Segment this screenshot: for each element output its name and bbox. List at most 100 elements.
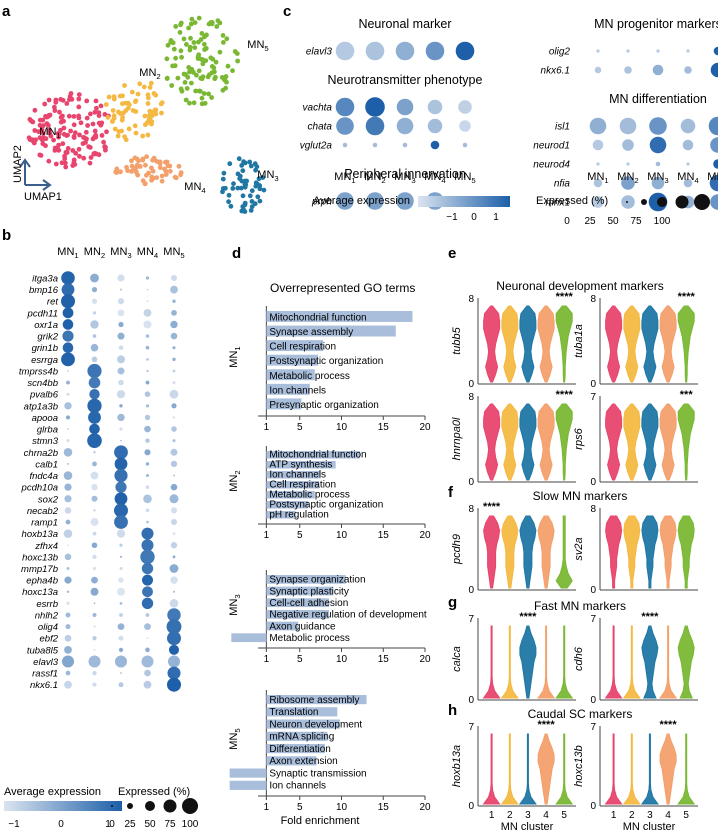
- b-dot: [117, 623, 125, 630]
- b-column-header: MN4: [137, 246, 159, 260]
- umap-point: [206, 91, 212, 97]
- umap-point: [226, 192, 232, 198]
- b-dot: [169, 389, 179, 399]
- violin-shape: [659, 305, 677, 383]
- b-dot: [119, 555, 123, 558]
- umap-point: [213, 59, 219, 65]
- umap-point: [242, 184, 248, 190]
- c-dot: [686, 49, 690, 53]
- umap-point: [184, 86, 190, 91]
- umap-point: [86, 144, 92, 150]
- umap-cluster-label: MN4: [184, 181, 206, 195]
- umap-point: [188, 35, 193, 41]
- b-dot: [167, 631, 181, 646]
- b-dot: [118, 577, 124, 583]
- f-title: Slow MN markers: [533, 489, 628, 503]
- b-column-header: MN2: [84, 246, 105, 260]
- c-dot: [710, 62, 718, 78]
- umap-point: [177, 30, 183, 35]
- umap-point: [257, 198, 263, 204]
- c-dot: [713, 46, 718, 56]
- c-dot: [402, 142, 408, 148]
- b-gene-label: nkx6.1: [30, 680, 58, 691]
- d-tick-label: 10: [336, 654, 348, 665]
- b-dot: [118, 379, 124, 386]
- panel-label-g: g: [448, 594, 457, 611]
- umap-point: [253, 167, 258, 173]
- violin-shape: [659, 403, 677, 481]
- b-dot: [167, 666, 181, 680]
- b-dot: [119, 427, 123, 431]
- d-tick-label: 20: [419, 802, 431, 813]
- d-group-label: MN5: [228, 728, 242, 749]
- umap-point: [191, 100, 197, 106]
- violin-shape: [482, 733, 501, 805]
- b-dot: [169, 644, 179, 655]
- b-dot: [90, 587, 99, 596]
- b-size-dot: [127, 803, 133, 809]
- b-dot: [145, 647, 150, 653]
- v-y0: 0: [468, 801, 474, 812]
- umap-point: [126, 126, 132, 132]
- panel-label-e: e: [448, 245, 456, 262]
- umap-point: [202, 34, 207, 40]
- b-dot: [91, 298, 98, 304]
- umap-point: [126, 102, 132, 108]
- d-group-label: MN1: [228, 346, 242, 367]
- b-gene-label: hoxc13a: [22, 587, 58, 598]
- b-gene-label: ebf2: [40, 634, 59, 645]
- umap-point: [103, 147, 108, 153]
- umap-point: [249, 188, 255, 194]
- b-size-dot: [182, 798, 198, 814]
- h-xtick: 3: [525, 810, 531, 821]
- umap-point: [235, 58, 241, 64]
- umap-point: [167, 168, 173, 174]
- umap-point: [202, 100, 208, 106]
- d-term-label: Synapse assembly: [269, 327, 353, 338]
- b-dot: [61, 352, 75, 367]
- c-size-tick: 25: [584, 216, 596, 227]
- b-dot: [66, 439, 70, 443]
- violin-shape: [519, 625, 537, 699]
- umap-point: [98, 103, 104, 109]
- umap-point: [131, 166, 137, 172]
- b-gene-label: olig4: [38, 622, 58, 633]
- umap-point: [197, 88, 203, 94]
- c-gene-label: olig2: [549, 47, 571, 58]
- umap-point: [72, 130, 78, 136]
- violin-shape: [605, 305, 623, 383]
- c-dot: [342, 142, 348, 148]
- umap-point: [26, 135, 32, 141]
- umap-point: [230, 186, 236, 191]
- umap-point: [209, 64, 215, 69]
- c-column-header-left: MN4: [424, 171, 446, 185]
- umap-axes: UMAP2 UMAP1: [12, 145, 62, 203]
- c-dot: [594, 66, 602, 74]
- v-ymax: 7: [590, 392, 596, 403]
- d-bar: [266, 610, 329, 619]
- b-dot: [144, 414, 151, 421]
- h-xtick: 5: [683, 810, 689, 821]
- b-dot: [169, 599, 179, 608]
- umap-point: [170, 63, 176, 69]
- umap-point: [200, 61, 206, 67]
- c-color-bar: [418, 196, 510, 207]
- umap-point: [56, 142, 61, 148]
- c-dot: [624, 66, 632, 74]
- umap-point: [53, 161, 59, 167]
- d-tick-label: 1: [264, 530, 270, 541]
- umap-point: [92, 109, 98, 115]
- c-dot: [427, 99, 443, 115]
- c-dot: [365, 41, 385, 61]
- umap-point: [248, 208, 254, 213]
- umap-point: [194, 72, 199, 78]
- b-dot: [144, 391, 151, 398]
- violin-shape: [501, 515, 519, 589]
- umap-point: [227, 161, 233, 167]
- b-dot: [170, 332, 178, 340]
- b-dot: [145, 334, 150, 338]
- b-dot: [92, 461, 97, 467]
- c-column-header-left: MN5: [454, 171, 475, 185]
- d-term-label: Ribosome assembly: [269, 695, 359, 706]
- umap-point: [153, 92, 159, 98]
